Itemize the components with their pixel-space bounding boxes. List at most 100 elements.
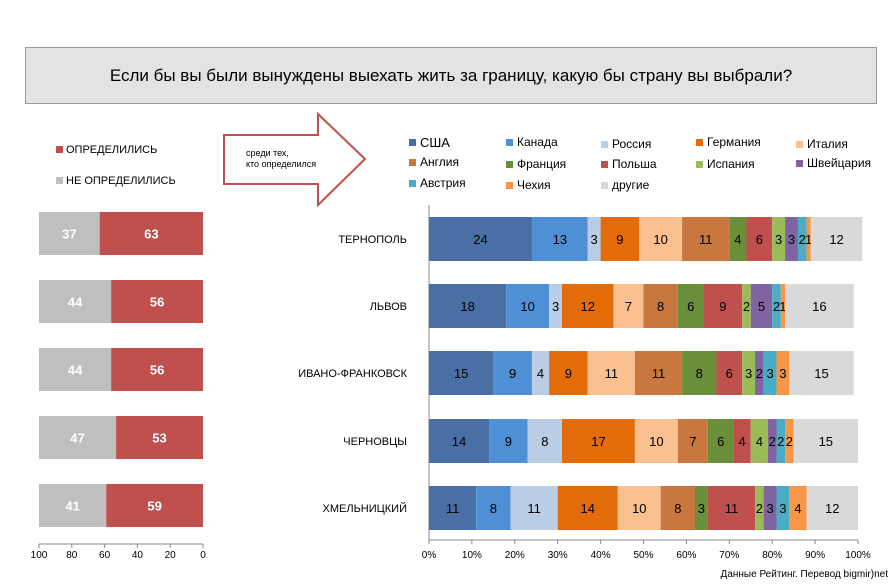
country-bar-segment xyxy=(531,217,588,261)
country-bar-segment xyxy=(639,217,683,261)
segment-value-label: 17 xyxy=(591,434,605,449)
x-tick-label: 70% xyxy=(719,550,739,561)
country-bar-segment xyxy=(682,351,717,395)
x-tick-label: 20% xyxy=(505,550,525,561)
segment-value-label: 10 xyxy=(649,434,663,449)
right-arrow-icon xyxy=(223,111,367,208)
segment-value-label: 2 xyxy=(773,299,780,314)
segment-value-label: 3 xyxy=(788,232,795,247)
decided-value-label: 56 xyxy=(150,295,164,310)
segment-value-label: 10 xyxy=(653,232,667,247)
country-bar-segment xyxy=(733,419,751,463)
x-tick-label: 80 xyxy=(66,550,78,561)
country-bar-segment xyxy=(746,217,773,261)
country-bar-segment xyxy=(716,351,743,395)
segment-value-label: 6 xyxy=(687,299,694,314)
country-bar-segment xyxy=(506,284,550,328)
undecided-value-label: 44 xyxy=(68,295,83,310)
segment-value-label: 24 xyxy=(473,232,487,247)
undecided-bar xyxy=(39,348,112,391)
country-bar-segment xyxy=(634,419,678,463)
segment-value-label: 15 xyxy=(819,434,833,449)
country-bar-segment xyxy=(750,284,773,328)
country-bar-segment xyxy=(557,486,618,530)
segment-value-label: 7 xyxy=(689,434,696,449)
segment-value-label: 8 xyxy=(696,366,703,381)
country-bar-segment xyxy=(776,419,786,463)
country-bar-segment xyxy=(742,284,751,328)
segment-value-label: 10 xyxy=(632,501,646,516)
undecided-value-label: 47 xyxy=(70,431,84,446)
decided-value-label: 59 xyxy=(147,499,161,514)
undecided-value-label: 37 xyxy=(62,227,76,242)
country-bar-segment xyxy=(549,284,562,328)
country-bar-segment xyxy=(677,284,704,328)
arrow-note: среди тех, кто определился xyxy=(246,148,316,170)
segment-value-label: 3 xyxy=(745,366,752,381)
x-tick-label: 10% xyxy=(462,550,482,561)
country-bar-segment xyxy=(531,351,550,395)
segment-value-label: 3 xyxy=(766,366,773,381)
country-bar-segment xyxy=(561,284,614,328)
country-bar-segment xyxy=(429,351,494,395)
undecided-bar xyxy=(39,416,117,459)
country-bar-segment xyxy=(755,486,764,530)
country-bar-segment xyxy=(429,486,477,530)
chart-title: Если бы вы были вынуждены выехать жить з… xyxy=(25,47,877,104)
undecided-value-label: 44 xyxy=(68,363,83,378)
x-tick-label: 40% xyxy=(591,550,611,561)
segment-value-label: 6 xyxy=(726,366,733,381)
arrow-note-line: кто определился xyxy=(246,159,317,169)
country-bar-segment xyxy=(772,284,781,328)
country-bar-segment xyxy=(476,486,511,530)
country-bar-segment xyxy=(772,217,786,261)
country-bar-segment xyxy=(785,284,854,328)
country-bar-segment xyxy=(617,486,661,530)
segment-value-label: 15 xyxy=(814,366,828,381)
country-bar-segment xyxy=(429,217,532,261)
segment-value-label: 6 xyxy=(756,232,763,247)
category-label: ХМЕЛЬНИЦКИЙ xyxy=(323,502,407,515)
country-bar-segment xyxy=(797,217,807,261)
segment-value-label: 7 xyxy=(625,299,632,314)
decided-bar xyxy=(116,416,203,459)
country-bar-segment xyxy=(776,351,790,395)
country-bar-segment xyxy=(682,217,730,261)
x-tick-label: 90% xyxy=(805,550,825,561)
segment-value-label: 6 xyxy=(717,434,724,449)
country-bar-segment xyxy=(763,351,777,395)
segment-value-label: 4 xyxy=(537,366,544,381)
x-tick-label: 30% xyxy=(548,550,568,561)
segment-value-label: 2 xyxy=(769,434,776,449)
country-bar-segment xyxy=(767,419,777,463)
country-bar-segment xyxy=(755,351,764,395)
country-bar-segment xyxy=(429,284,507,328)
undecided-bar xyxy=(39,212,100,255)
segment-value-label: 11 xyxy=(652,366,666,381)
segment-value-label: 5 xyxy=(758,299,765,314)
country-bar-segment xyxy=(660,486,695,530)
segment-value-label: 2 xyxy=(777,434,784,449)
segment-value-label: 11 xyxy=(725,501,739,516)
segment-value-label: 16 xyxy=(812,299,826,314)
country-bar-segment xyxy=(793,419,858,463)
country-bar-segment xyxy=(776,486,790,530)
segment-value-label: 9 xyxy=(565,366,572,381)
segment-value-label: 1 xyxy=(779,299,786,314)
segment-value-label: 8 xyxy=(490,501,497,516)
segment-value-label: 3 xyxy=(775,232,782,247)
x-tick-label: 40 xyxy=(132,550,144,561)
segment-value-label: 3 xyxy=(698,501,705,516)
country-bar-segment xyxy=(600,217,640,261)
country-bar-segment xyxy=(707,419,734,463)
country-bar-segment xyxy=(729,217,747,261)
segment-value-label: 2 xyxy=(743,299,750,314)
legend-swatch xyxy=(56,146,63,153)
source-note: Данные Рейтинг. Перевод bigmir)net xyxy=(720,569,888,580)
decided-value-label: 63 xyxy=(144,227,158,242)
segment-value-label: 9 xyxy=(719,299,726,314)
segment-value-label: 2 xyxy=(799,232,806,247)
country-bar-segment xyxy=(587,351,635,395)
decided-value-label: 53 xyxy=(152,431,166,446)
